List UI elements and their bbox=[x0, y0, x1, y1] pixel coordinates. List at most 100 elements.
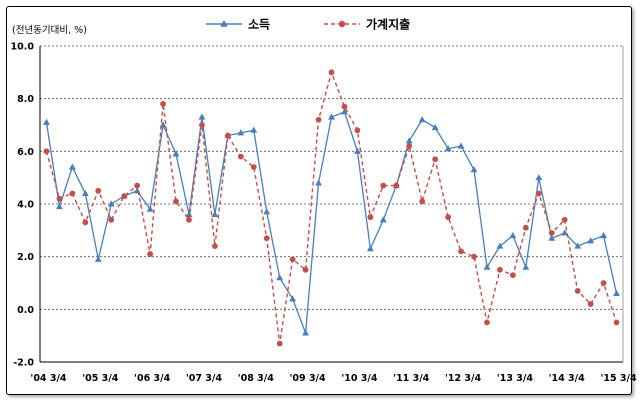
data-point bbox=[172, 150, 180, 157]
data-point bbox=[354, 127, 361, 134]
y-tick-label: 2.0 bbox=[17, 252, 34, 263]
data-point bbox=[250, 126, 258, 133]
series-1 bbox=[43, 108, 620, 336]
data-point bbox=[328, 69, 335, 76]
data-point bbox=[289, 295, 297, 302]
gridlines bbox=[40, 45, 623, 310]
data-point bbox=[444, 145, 452, 152]
data-point bbox=[600, 280, 607, 286]
legend-label: 가계지출 bbox=[366, 17, 410, 32]
data-point bbox=[315, 179, 322, 186]
data-point bbox=[108, 216, 115, 223]
y-tick-label: 0.0 bbox=[17, 305, 34, 316]
y-tick-labels: 10.0 8.0 6.0 4.0 2.0 0.0 -2.0 bbox=[11, 42, 35, 369]
data-point bbox=[276, 274, 284, 281]
series-2 bbox=[43, 69, 620, 347]
data-point bbox=[561, 229, 569, 236]
axes bbox=[39, 46, 624, 363]
legend-marker bbox=[220, 20, 228, 27]
data-point bbox=[82, 219, 89, 226]
data-point bbox=[380, 182, 387, 189]
data-point bbox=[43, 148, 50, 155]
data-point bbox=[328, 113, 335, 120]
x-tick-label: '07 3/4 bbox=[186, 373, 223, 384]
data-point bbox=[224, 132, 231, 139]
data-point bbox=[81, 189, 89, 196]
data-point bbox=[471, 253, 477, 260]
data-point bbox=[341, 103, 348, 110]
unit-label: (전년동기대비, %) bbox=[12, 25, 87, 36]
data-point bbox=[367, 214, 374, 221]
data-point bbox=[185, 210, 193, 218]
data-point bbox=[353, 147, 361, 154]
data-point bbox=[574, 242, 582, 249]
y-tick-label: 4.0 bbox=[17, 200, 34, 211]
x-tick-labels: '04 3/4 '05 3/4 '06 3/4 '07 3/4 '08 3/4 '09 3… bbox=[30, 373, 637, 384]
data-point bbox=[496, 242, 504, 249]
series-group bbox=[43, 69, 620, 347]
data-point bbox=[302, 329, 310, 336]
data-point bbox=[393, 182, 400, 189]
data-point bbox=[470, 166, 478, 173]
x-tick-label: '05 3/4 bbox=[82, 373, 119, 384]
data-point bbox=[95, 187, 102, 194]
data-point bbox=[263, 208, 271, 215]
data-point bbox=[406, 143, 413, 149]
data-point bbox=[548, 234, 556, 241]
legend-item-1: 소득 bbox=[206, 18, 270, 32]
x-tick-label: '06 3/4 bbox=[134, 373, 171, 384]
x-tick-label: '14 3/4 bbox=[549, 373, 586, 384]
data-point bbox=[263, 235, 270, 242]
data-point bbox=[146, 205, 154, 212]
data-point bbox=[418, 116, 426, 123]
data-point bbox=[160, 101, 166, 107]
data-point bbox=[535, 190, 542, 197]
data-point bbox=[432, 156, 439, 163]
data-point bbox=[211, 210, 219, 218]
data-point bbox=[431, 124, 439, 131]
x-tick-label: '08 3/4 bbox=[238, 373, 275, 384]
data-point bbox=[419, 198, 426, 205]
data-point bbox=[509, 232, 517, 239]
y-tick-label: 10.0 bbox=[11, 42, 35, 53]
data-point bbox=[43, 118, 50, 125]
data-point bbox=[107, 200, 115, 207]
data-point bbox=[548, 230, 555, 236]
data-point bbox=[56, 195, 63, 202]
data-point bbox=[600, 232, 607, 239]
y-tick-label: -2.0 bbox=[13, 358, 34, 369]
x-tick-label: '12 3/4 bbox=[445, 373, 482, 384]
x-tick-label: '15 3/4 bbox=[600, 373, 637, 384]
data-point bbox=[522, 263, 530, 270]
x-tick-label: '13 3/4 bbox=[497, 373, 534, 384]
data-point bbox=[250, 164, 257, 171]
data-point bbox=[69, 190, 76, 197]
data-point bbox=[405, 137, 413, 144]
legend-marker bbox=[338, 20, 346, 28]
data-point bbox=[212, 243, 218, 250]
data-point bbox=[522, 224, 529, 231]
data-point bbox=[198, 113, 206, 120]
data-point bbox=[366, 245, 374, 252]
data-point bbox=[587, 237, 595, 244]
data-point bbox=[497, 266, 503, 273]
chart-frame bbox=[6, 6, 632, 395]
data-point bbox=[237, 153, 244, 160]
data-point bbox=[237, 129, 245, 136]
data-point bbox=[56, 203, 63, 210]
data-point bbox=[458, 248, 464, 255]
data-point bbox=[587, 301, 594, 307]
legend: 소득 가계지출 bbox=[206, 17, 410, 32]
y-tick-label: 6.0 bbox=[17, 147, 34, 158]
data-point bbox=[315, 116, 322, 123]
data-point bbox=[186, 216, 192, 223]
data-point bbox=[561, 216, 568, 223]
data-point bbox=[483, 263, 491, 270]
data-point bbox=[535, 174, 543, 181]
x-tick-label: '11 3/4 bbox=[393, 373, 430, 384]
data-point bbox=[147, 251, 154, 257]
data-point bbox=[94, 255, 102, 262]
legend-label: 소득 bbox=[248, 18, 270, 32]
data-point bbox=[379, 216, 387, 223]
